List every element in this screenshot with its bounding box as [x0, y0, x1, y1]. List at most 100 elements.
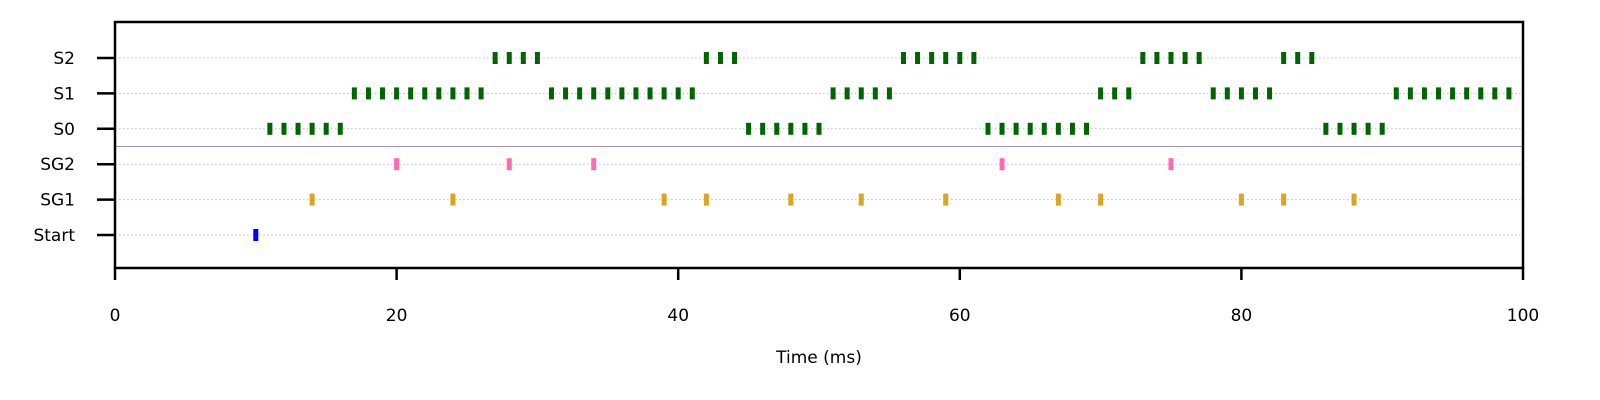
spike-s0: [746, 122, 752, 135]
spike-sg1: [1055, 193, 1061, 206]
spike-s1: [1464, 87, 1470, 100]
spike-s1: [577, 87, 583, 100]
spike-s1: [1492, 87, 1498, 100]
spike-sg1: [309, 193, 315, 206]
spike-s0: [788, 122, 794, 135]
x-tick-label-0: 0: [110, 306, 121, 326]
plot-frame: [113, 20, 1525, 270]
spike-s1: [844, 87, 850, 100]
spike-sg1: [1098, 193, 1104, 206]
spike-s2: [703, 52, 709, 64]
spike-s0: [802, 122, 808, 135]
spike-s1: [1126, 87, 1132, 100]
spike-sg1: [943, 193, 949, 206]
spike-s1: [1436, 87, 1442, 100]
spike-s1: [1450, 87, 1456, 100]
x-tick-label-20: 20: [386, 306, 408, 326]
spike-s1: [1252, 87, 1258, 100]
x-axis-title: Time (ms): [775, 348, 862, 368]
spike-sg1: [1238, 193, 1244, 206]
spike-s1: [830, 87, 836, 100]
spike-s1: [647, 87, 653, 100]
spike-sg2: [999, 158, 1005, 171]
spike-s0: [309, 122, 315, 135]
spike-s1: [450, 87, 456, 100]
spike-s1: [1407, 87, 1413, 100]
spike-s1: [1098, 87, 1104, 100]
spike-s2: [1281, 52, 1287, 64]
spike-s1: [1421, 87, 1427, 100]
spike-s2: [915, 52, 921, 64]
spike-s2: [943, 52, 949, 64]
spike-s1: [436, 87, 442, 100]
spike-sg1: [1351, 193, 1357, 206]
spike-s1: [1210, 87, 1216, 100]
spike-s2: [1295, 52, 1301, 64]
spike-s1: [661, 87, 667, 100]
spike-s1: [380, 87, 386, 100]
spike-s2: [717, 52, 723, 64]
spike-s0: [816, 122, 822, 135]
spike-s0: [999, 122, 1005, 135]
spike-s2: [971, 52, 977, 64]
spike-s1: [633, 87, 639, 100]
spike-s0: [1379, 122, 1385, 135]
spike-s2: [506, 52, 512, 64]
spike-s2: [1182, 52, 1188, 64]
x-tick-label-60: 60: [949, 306, 971, 326]
spike-s2: [929, 52, 935, 64]
spike-s0: [337, 122, 343, 135]
y-tick-label-sg2: SG2: [40, 155, 75, 175]
spike-s1: [365, 87, 371, 100]
spike-s0: [1055, 122, 1061, 135]
spike-s2: [732, 52, 738, 64]
spike-s1: [563, 87, 569, 100]
y-tick-label-s2: S2: [53, 49, 75, 69]
spike-s1: [591, 87, 597, 100]
spike-s1: [1506, 87, 1512, 100]
spike-s1: [605, 87, 611, 100]
x-tick-label-40: 40: [667, 306, 689, 326]
y-tick-label-start: Start: [33, 226, 75, 246]
spike-s0: [1013, 122, 1019, 135]
spike-s0: [985, 122, 991, 135]
spike-s1: [1112, 87, 1118, 100]
spike-sg1: [1281, 193, 1287, 206]
spike-sg1: [450, 193, 456, 206]
spike-s1: [464, 87, 470, 100]
marks-layer: [253, 52, 1512, 241]
spike-s2: [1168, 52, 1174, 64]
spike-s0: [1041, 122, 1047, 135]
spike-s2: [1309, 52, 1315, 64]
spike-sg2: [591, 158, 597, 171]
spike-s1: [422, 87, 428, 100]
spike-s1: [408, 87, 414, 100]
spike-s0: [267, 122, 273, 135]
spike-sg1: [703, 193, 709, 206]
y-tick-label-s0: S0: [53, 120, 75, 140]
spike-s1: [872, 87, 878, 100]
x-tick-label-100: 100: [1507, 306, 1539, 326]
y-tick-label-s1: S1: [53, 84, 75, 104]
spike-s0: [1069, 122, 1075, 135]
spike-s1: [478, 87, 484, 100]
spike-sg2: [1168, 158, 1174, 171]
x-tick-label-80: 80: [1231, 306, 1253, 326]
spike-s0: [774, 122, 780, 135]
spike-s2: [520, 52, 526, 64]
spike-s2: [1140, 52, 1146, 64]
spike-sg2: [394, 158, 400, 171]
grid-layer: [115, 57, 1523, 236]
spike-s1: [619, 87, 625, 100]
spike-s0: [323, 122, 329, 135]
spike-s1: [548, 87, 554, 100]
axes-layer: Start SG1 SG2 S0 S1 S2 0 20 40 60 80 100: [33, 49, 1539, 326]
spike-s2: [534, 52, 540, 64]
spike-s2: [957, 52, 963, 64]
spike-s0: [1084, 122, 1090, 135]
spike-s0: [1351, 122, 1357, 135]
spike-s1: [1267, 87, 1273, 100]
spike-s0: [760, 122, 766, 135]
spike-sg1: [788, 193, 794, 206]
spike-s1: [351, 87, 357, 100]
